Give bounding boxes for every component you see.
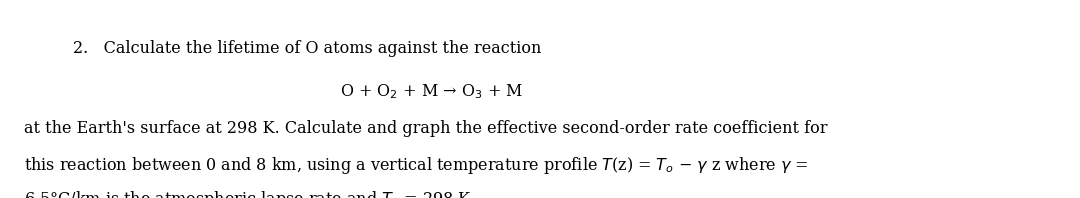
Text: 2.   Calculate the lifetime of O atoms against the reaction: 2. Calculate the lifetime of O atoms aga… xyxy=(73,40,542,57)
Text: at the Earth's surface at 298 K. Calculate and graph the effective second-order : at the Earth's surface at 298 K. Calcula… xyxy=(24,120,827,137)
Text: this reaction between 0 and 8 km, using a vertical temperature profile $T$(z) = : this reaction between 0 and 8 km, using … xyxy=(24,155,809,176)
Text: O + O$_2$ + M → O$_3$ + M: O + O$_2$ + M → O$_3$ + M xyxy=(340,82,524,101)
Text: 6.5°C/km is the atmospheric lapse rate and $T_o$ = 298 K.: 6.5°C/km is the atmospheric lapse rate a… xyxy=(24,189,475,198)
